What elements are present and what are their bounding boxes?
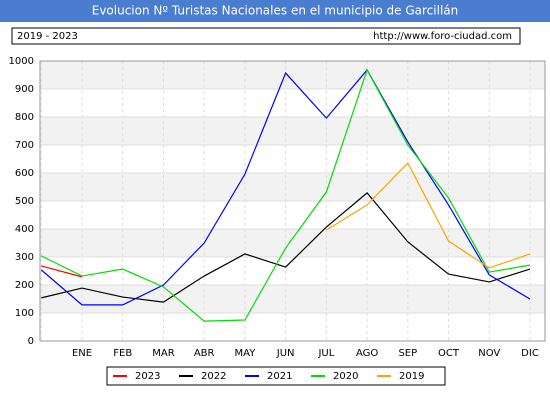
title-bar xyxy=(0,0,550,22)
y-tick-label: 400 xyxy=(15,224,34,235)
legend-label: 2021 xyxy=(267,371,292,382)
y-tick-label: 600 xyxy=(15,168,34,179)
legend-label: 2022 xyxy=(201,371,226,382)
y-tick-label: 300 xyxy=(15,252,34,263)
grid-band xyxy=(40,173,545,201)
y-tick-label: 500 xyxy=(15,196,34,207)
plot-frame xyxy=(39,60,546,342)
x-tick-label: JUL xyxy=(317,348,334,359)
line-series xyxy=(40,68,531,306)
x-tick-label: MAY xyxy=(235,348,257,359)
line-series xyxy=(41,68,531,322)
y-tick-label: 900 xyxy=(15,84,34,95)
x-tick-label: ENE xyxy=(72,348,92,359)
y-tick-label: 100 xyxy=(15,308,34,319)
x-tick-label: JUN xyxy=(276,348,295,359)
legend-label: 2019 xyxy=(399,371,424,382)
x-tick-label: ABR xyxy=(194,348,215,359)
y-tick-label: 1000 xyxy=(9,56,34,67)
legend-label: 2020 xyxy=(333,371,358,382)
legend-label: 2023 xyxy=(135,371,160,382)
legend-box xyxy=(106,366,446,386)
source: http://www.foro-ciudad.com xyxy=(373,31,512,42)
grid-band xyxy=(40,285,545,313)
y-tick-label: 0 xyxy=(28,336,34,347)
grid-band xyxy=(40,229,545,257)
x-tick-label: SEP xyxy=(398,348,417,359)
subtitle: 2019 - 2023 xyxy=(17,31,78,42)
y-tick-label: 200 xyxy=(15,280,34,291)
subtitle-box xyxy=(11,27,521,45)
x-tick-label: DIC xyxy=(521,348,539,359)
grid-band xyxy=(40,117,545,145)
x-tick-label: OCT xyxy=(438,348,460,359)
x-tick-label: NOV xyxy=(478,348,500,359)
line-series xyxy=(326,161,531,269)
x-tick-label: AGO xyxy=(356,348,378,359)
y-tick-label: 700 xyxy=(15,140,34,151)
x-tick-label: FEB xyxy=(113,348,132,359)
x-tick-label: MAR xyxy=(152,348,174,359)
line-series xyxy=(41,265,83,278)
grid-band xyxy=(40,61,545,89)
chart-title: Evolucion Nº Turistas Nacionales en el m… xyxy=(92,4,459,18)
y-tick-label: 800 xyxy=(15,112,34,123)
line-series xyxy=(41,192,531,303)
